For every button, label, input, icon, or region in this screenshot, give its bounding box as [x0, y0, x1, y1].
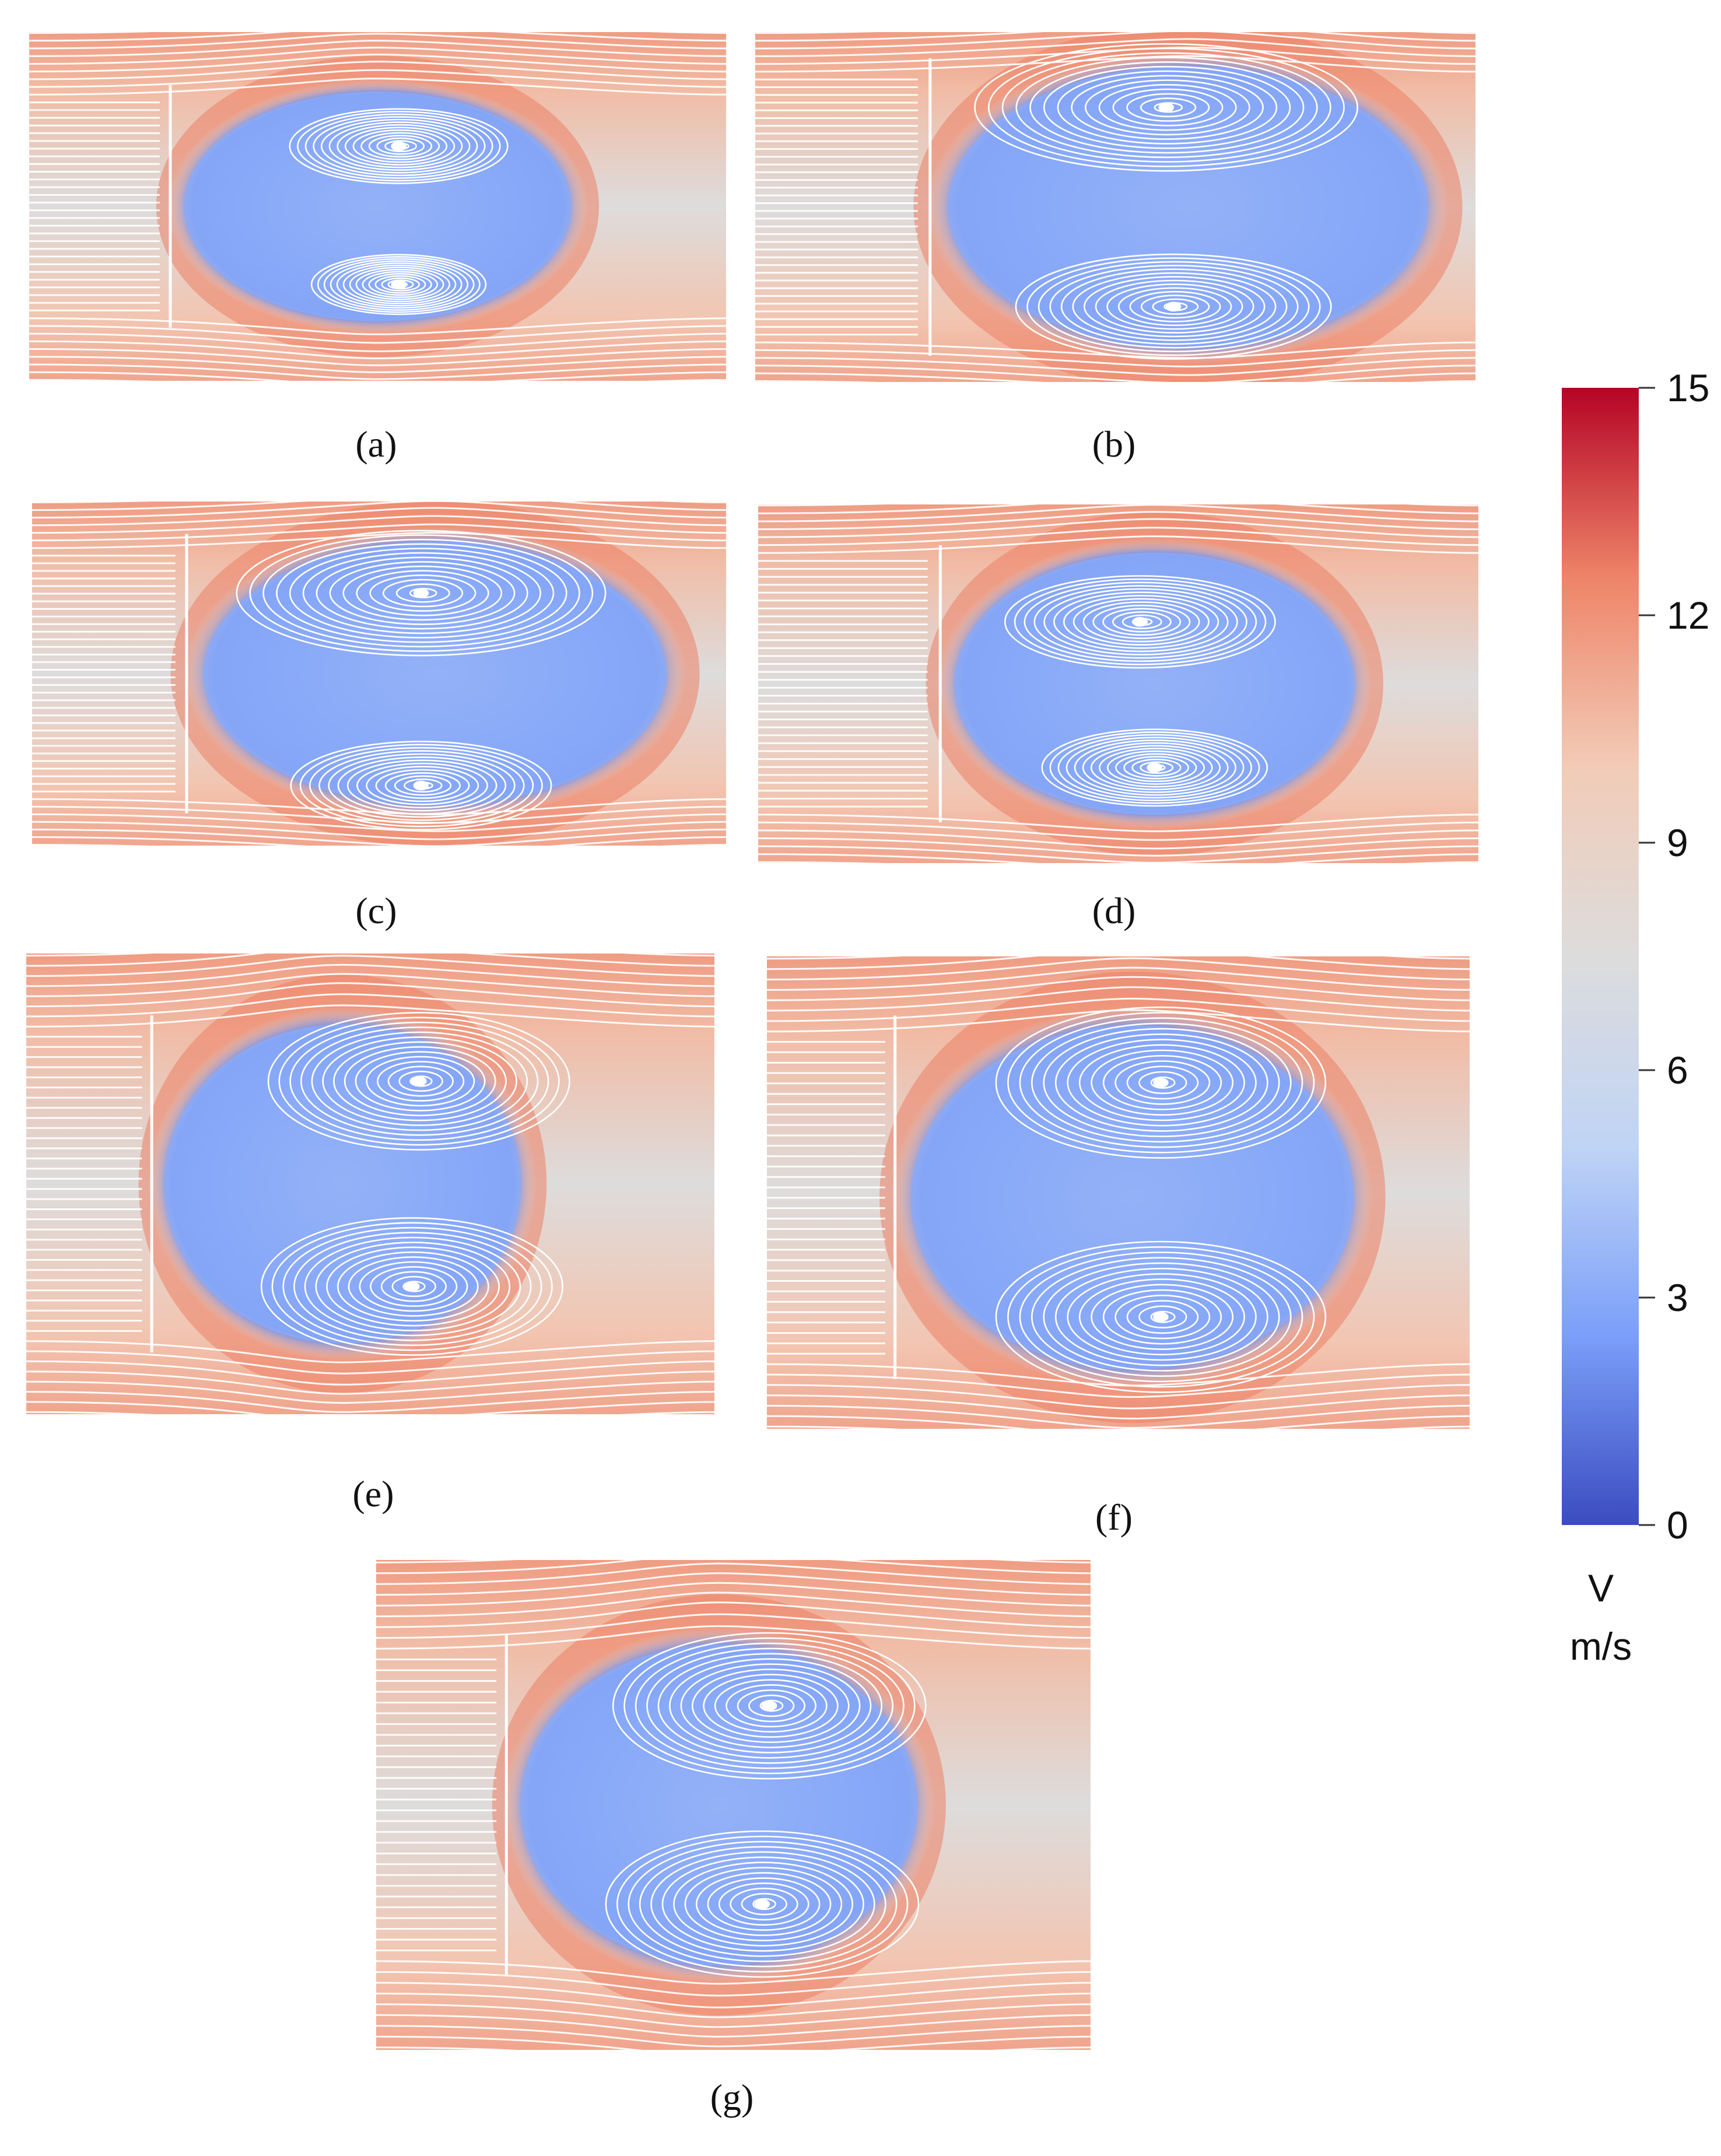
- colorbar-tick-0: 0: [1667, 1503, 1688, 1547]
- panel-a: [26, 29, 729, 384]
- streamline-plot-a: [26, 29, 729, 384]
- vortex-core: [1147, 762, 1163, 773]
- colorbar-unit-label: m/s: [1569, 1625, 1632, 1668]
- colorbar-gradient: [1562, 388, 1639, 1525]
- caption-a: (a): [355, 423, 397, 465]
- vortex-core: [1153, 1078, 1169, 1088]
- vortices: [605, 1632, 927, 1978]
- streamline-plot-b: [752, 29, 1478, 385]
- streamline-plot-f: [764, 953, 1473, 1432]
- vortex-core: [391, 141, 406, 151]
- streamline-plot-e: [23, 951, 717, 1417]
- panel-e: [23, 951, 717, 1417]
- panel-f: [764, 953, 1473, 1432]
- vortices: [974, 43, 1358, 360]
- vortices: [995, 1006, 1327, 1393]
- colorbar-tick-9: 9: [1667, 821, 1688, 864]
- colorbar-tick-3: 3: [1667, 1276, 1688, 1319]
- colorbar-quantity-label: V: [1587, 1566, 1614, 1610]
- vortex-core: [413, 588, 429, 598]
- vortices: [1004, 575, 1276, 807]
- vortex-core: [411, 1076, 427, 1086]
- streamline-plot-c: [29, 499, 729, 849]
- colorbar-tick-12: 12: [1667, 594, 1710, 637]
- streamlines: [26, 29, 729, 384]
- vortex-core: [413, 780, 429, 791]
- vortex-core: [1165, 302, 1182, 312]
- vortex-core: [1153, 1312, 1169, 1322]
- caption-b: (b): [1092, 423, 1136, 465]
- caption-e: (e): [352, 1473, 394, 1515]
- vortices: [289, 108, 509, 315]
- panel-d: [755, 502, 1481, 866]
- vortex-core: [754, 1899, 770, 1909]
- vortex-core: [1158, 102, 1174, 113]
- streamline-plot-g: [373, 1557, 1093, 2053]
- caption-f: (f): [1095, 1496, 1133, 1538]
- panel-b: [752, 29, 1478, 385]
- colorbar-tick-15: 15: [1667, 366, 1710, 409]
- colorbar-tick-6: 6: [1667, 1049, 1688, 1092]
- vortex-core: [1132, 616, 1148, 627]
- streamline-plot-d: [755, 502, 1481, 866]
- vortex-core: [391, 279, 406, 290]
- caption-d: (d): [1092, 890, 1136, 931]
- caption-g: (g): [710, 2077, 754, 2118]
- vortices: [236, 530, 607, 830]
- panel-g: [373, 1557, 1093, 2053]
- vortices: [260, 1012, 570, 1356]
- vortex-core: [761, 1701, 777, 1711]
- panel-c: [29, 499, 729, 849]
- colorbar-tick-marks: [1639, 387, 1655, 1526]
- streamlines: [373, 1557, 1093, 2053]
- vortex-core: [404, 1281, 420, 1292]
- caption-c: (c): [355, 890, 397, 931]
